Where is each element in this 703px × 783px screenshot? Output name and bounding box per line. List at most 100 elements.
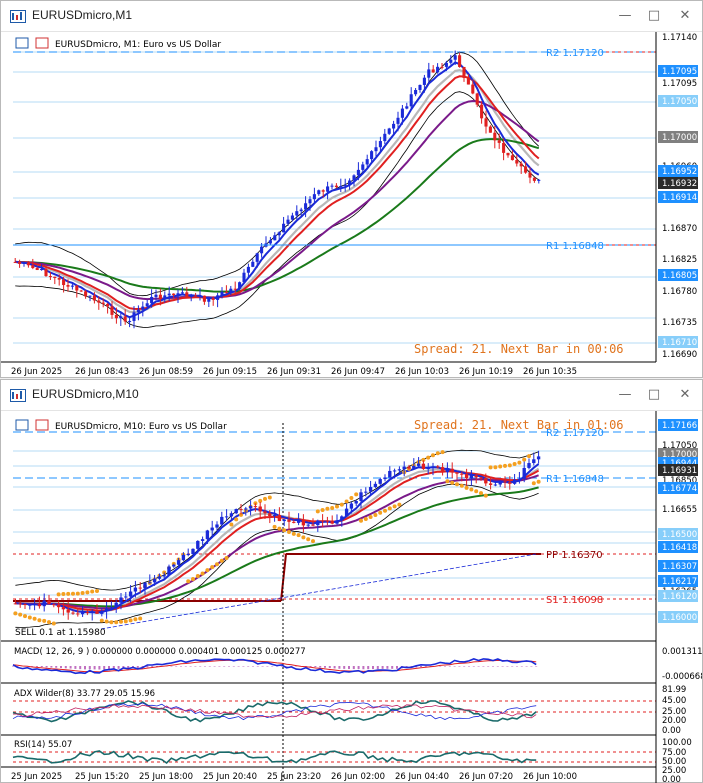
- svg-text:1.17166: 1.17166: [662, 421, 697, 431]
- svg-text:1.16805: 1.16805: [662, 271, 697, 281]
- close-icon[interactable]: ✕: [679, 8, 691, 23]
- pp-label: PP 1.16370: [546, 550, 603, 561]
- svg-text:26 Jun 2025: 26 Jun 2025: [11, 367, 62, 377]
- adx-label: ADX Wilder(8) 33.77 29.05 15.96: [14, 689, 155, 699]
- svg-text:100.00: 100.00: [662, 738, 692, 748]
- chart-window-icon: [10, 389, 26, 402]
- svg-text:26 Jun 08:43: 26 Jun 08:43: [75, 367, 129, 377]
- price-chart-m1[interactable]: R2 1.17120 R1 1.16848 EURUSDmicro, M1: E…: [1, 32, 702, 378]
- trend-line[interactable]: [100, 553, 537, 630]
- chart-window-m1[interactable]: EURUSDmicro,M1 — □ ✕ R2 1.17120 R1 1.168…: [0, 0, 703, 378]
- svg-text:1.16774: 1.16774: [662, 484, 697, 494]
- moving-averages: [15, 61, 540, 319]
- svg-text:1.16217: 1.16217: [662, 577, 697, 587]
- macd-panel[interactable]: MACD( 12, 26, 9 ) 0.000000 0.000000 0.00…: [12, 647, 702, 682]
- svg-text:26 Jun 08:59: 26 Jun 08:59: [139, 367, 193, 377]
- price-marker: 1.16217: [658, 575, 698, 587]
- maximize-icon[interactable]: □: [647, 8, 661, 23]
- svg-text:1.17000: 1.17000: [662, 133, 697, 143]
- price-marker: 1.17095: [658, 65, 698, 77]
- price-chart-m10[interactable]: R2 1.17120 R1 1.16848 PP 1.16370 S1 1.16…: [1, 411, 702, 783]
- svg-text:75.00: 75.00: [662, 748, 686, 758]
- svg-text:1.17000: 1.17000: [662, 450, 697, 460]
- chart-legend-text: EURUSDmicro, M10: Euro vs US Dollar: [55, 422, 227, 432]
- svg-text:0.00: 0.00: [662, 775, 681, 783]
- svg-text:1.16655: 1.16655: [662, 505, 697, 515]
- svg-text:25 Jun 15:20: 25 Jun 15:20: [75, 772, 129, 782]
- price-marker: 1.16952: [658, 165, 698, 177]
- price-marker: 1.16710: [658, 336, 698, 348]
- svg-text:25 Jun 2025: 25 Jun 2025: [11, 772, 62, 782]
- svg-text:26 Jun 07:20: 26 Jun 07:20: [459, 772, 513, 782]
- maximize-icon[interactable]: □: [647, 387, 661, 402]
- svg-text:1.16735: 1.16735: [662, 318, 697, 328]
- spread-timer: Spread: 21. Next Bar in 01:06: [414, 418, 624, 432]
- chart-window-m10[interactable]: EURUSDmicro,M10 — □ ✕ R2 1.17120 R1 1.16…: [0, 379, 703, 783]
- r1-label: R1 1.16848: [546, 241, 604, 252]
- svg-text:1.17095: 1.17095: [662, 67, 697, 77]
- svg-text:25.00: 25.00: [662, 766, 686, 776]
- svg-text:26 Jun 10:00: 26 Jun 10:00: [523, 772, 577, 782]
- svg-text:1.16418: 1.16418: [662, 543, 697, 553]
- spread-timer: Spread: 21. Next Bar in 00:06: [414, 342, 624, 356]
- rsi-label: RSI(14) 55.07: [14, 740, 72, 750]
- window-titlebar[interactable]: EURUSDmicro,M10 — □ ✕: [1, 380, 702, 411]
- svg-text:25 Jun 18:00: 25 Jun 18:00: [139, 772, 193, 782]
- price-marker: 1.16120: [658, 590, 698, 602]
- svg-text:1.16952: 1.16952: [662, 167, 697, 177]
- svg-text:1.16825: 1.16825: [662, 255, 697, 265]
- price-marker: 1.16000: [658, 611, 698, 623]
- window-titlebar[interactable]: EURUSDmicro,M1 — □ ✕: [1, 1, 702, 32]
- svg-text:1.17140: 1.17140: [662, 33, 697, 43]
- price-marker: 1.16805: [658, 269, 698, 281]
- price-marker: 1.16500: [658, 528, 698, 540]
- close-icon[interactable]: ✕: [679, 387, 691, 402]
- svg-text:1.17050: 1.17050: [662, 441, 697, 451]
- minimize-icon[interactable]: —: [618, 387, 632, 402]
- price-marker: 1.17166: [658, 419, 698, 431]
- svg-text:1.16500: 1.16500: [662, 530, 697, 540]
- svg-text:1.16710: 1.16710: [662, 338, 697, 348]
- price-marker: 1.16932: [658, 177, 698, 189]
- svg-text:26 Jun 10:35: 26 Jun 10:35: [523, 367, 577, 377]
- svg-text:1.16850: 1.16850: [662, 476, 697, 486]
- svg-text:1.17050: 1.17050: [662, 97, 697, 107]
- chart-grid: [13, 450, 656, 615]
- price-marker: 1.17000: [658, 131, 698, 143]
- chart-legend-text: EURUSDmicro, M1: Euro vs US Dollar: [55, 40, 221, 50]
- minimize-icon[interactable]: —: [618, 8, 632, 23]
- svg-text:1.16690: 1.16690: [662, 350, 697, 360]
- svg-text:1.16914: 1.16914: [662, 193, 697, 203]
- svg-text:26 Jun 04:40: 26 Jun 04:40: [395, 772, 449, 782]
- svg-text:25.00: 25.00: [662, 707, 686, 717]
- price-marker: 1.16418: [658, 541, 698, 553]
- r2-label: R2 1.17120: [546, 428, 604, 439]
- svg-text:1.16120: 1.16120: [662, 592, 697, 602]
- adx-panel[interactable]: ADX Wilder(8) 33.77 29.05 15.96 81.99 45…: [12, 685, 686, 736]
- svg-text:1.16000: 1.16000: [662, 613, 697, 623]
- svg-text:-0.000668: -0.000668: [662, 672, 702, 682]
- svg-text:26 Jun 10:03: 26 Jun 10:03: [395, 367, 449, 377]
- s1-label: S1 1.16098: [546, 595, 603, 606]
- price-marker: 1.16774: [658, 482, 698, 494]
- candlesticks: [13, 450, 541, 621]
- svg-text:1.16780: 1.16780: [662, 287, 697, 297]
- svg-text:1.16870: 1.16870: [662, 224, 697, 234]
- svg-text:26 Jun 09:47: 26 Jun 09:47: [331, 367, 385, 377]
- price-marker: 1.16307: [658, 560, 698, 572]
- svg-text:26 Jun 02:00: 26 Jun 02:00: [331, 772, 385, 782]
- price-marker: 1.16914: [658, 191, 698, 203]
- r1-label: R1 1.16848: [546, 474, 604, 485]
- rsi-panel[interactable]: RSI(14) 55.07 100.00 75.00 50.00 25.00 0…: [12, 738, 692, 783]
- window-title: EURUSDmicro,M10: [32, 387, 139, 401]
- chart-window-icon: [10, 10, 26, 23]
- sell-order-label[interactable]: SELL 0.1 at 1.15980: [15, 628, 106, 638]
- svg-text:0.00: 0.00: [662, 726, 681, 736]
- svg-text:20.00: 20.00: [662, 716, 686, 726]
- price-axis: 1.170501.169551.168501.166551.165601.162…: [658, 419, 698, 626]
- svg-text:1.16932: 1.16932: [662, 179, 697, 189]
- svg-text:26 Jun 09:15: 26 Jun 09:15: [203, 367, 257, 377]
- chart-legend: EURUSDmicro, M10: Euro vs US Dollar: [15, 419, 227, 432]
- price-axis: 1.171401.170951.169601.169151.168701.168…: [658, 33, 698, 360]
- svg-text:25 Jun 20:40: 25 Jun 20:40: [203, 772, 257, 782]
